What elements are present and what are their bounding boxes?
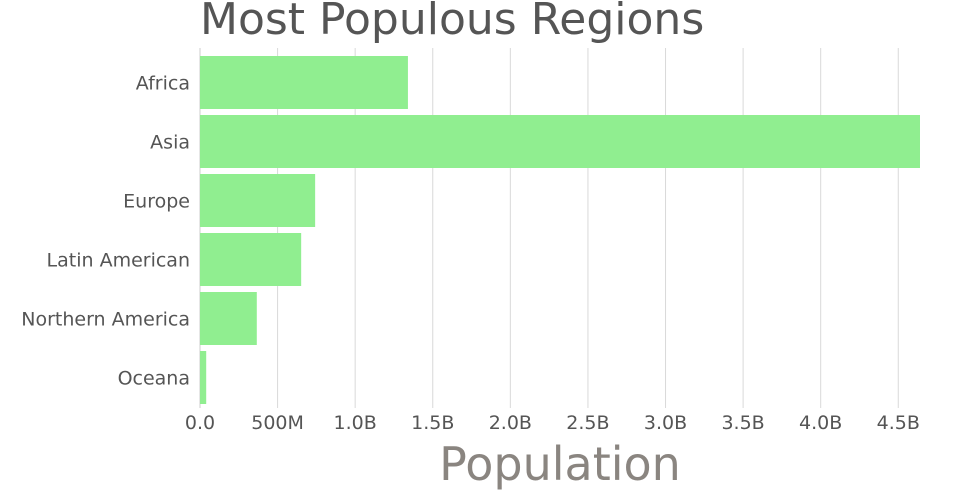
y-tick-label: Europe — [123, 191, 190, 213]
bar-africa[interactable] — [200, 56, 408, 109]
x-tick-label: 1.5B — [411, 412, 454, 434]
x-tick-label: 2.5B — [566, 412, 609, 434]
x-tick-label: 3.5B — [721, 412, 764, 434]
bar-asia[interactable] — [200, 115, 920, 168]
bars — [200, 56, 920, 404]
x-tick-label: 3.0B — [644, 412, 687, 434]
y-tick-label: Africa — [136, 73, 190, 95]
bar-europe[interactable] — [200, 174, 316, 227]
bar-oceana[interactable] — [200, 351, 207, 404]
x-tick-labels: 0.0 500M 1.0B 1.5B 2.0B 2.5B 3.0B 3.5B 4.0B 4.5B — [185, 412, 920, 434]
x-tick-label: 0.0 — [185, 412, 215, 434]
x-tick-label: 4.5B — [877, 412, 920, 434]
y-tick-labels: Africa Asia Europe Latin American Northern A… — [21, 73, 190, 390]
bar-latin-american[interactable] — [200, 233, 302, 286]
y-tick-label: Asia — [150, 132, 190, 154]
x-tick-label: 500M — [251, 412, 304, 434]
y-tick-label: Latin American — [47, 250, 190, 272]
x-tick-label: 4.0B — [799, 412, 842, 434]
bar-northern-america[interactable] — [200, 292, 257, 345]
y-tick-label: Northern America — [21, 309, 190, 331]
x-tick-label: 1.0B — [334, 412, 377, 434]
y-tick-label: Oceana — [118, 368, 190, 390]
chart-title: Most Populous Regions — [200, 0, 704, 45]
x-axis-title: Population — [439, 437, 681, 491]
x-tick-label: 2.0B — [489, 412, 532, 434]
